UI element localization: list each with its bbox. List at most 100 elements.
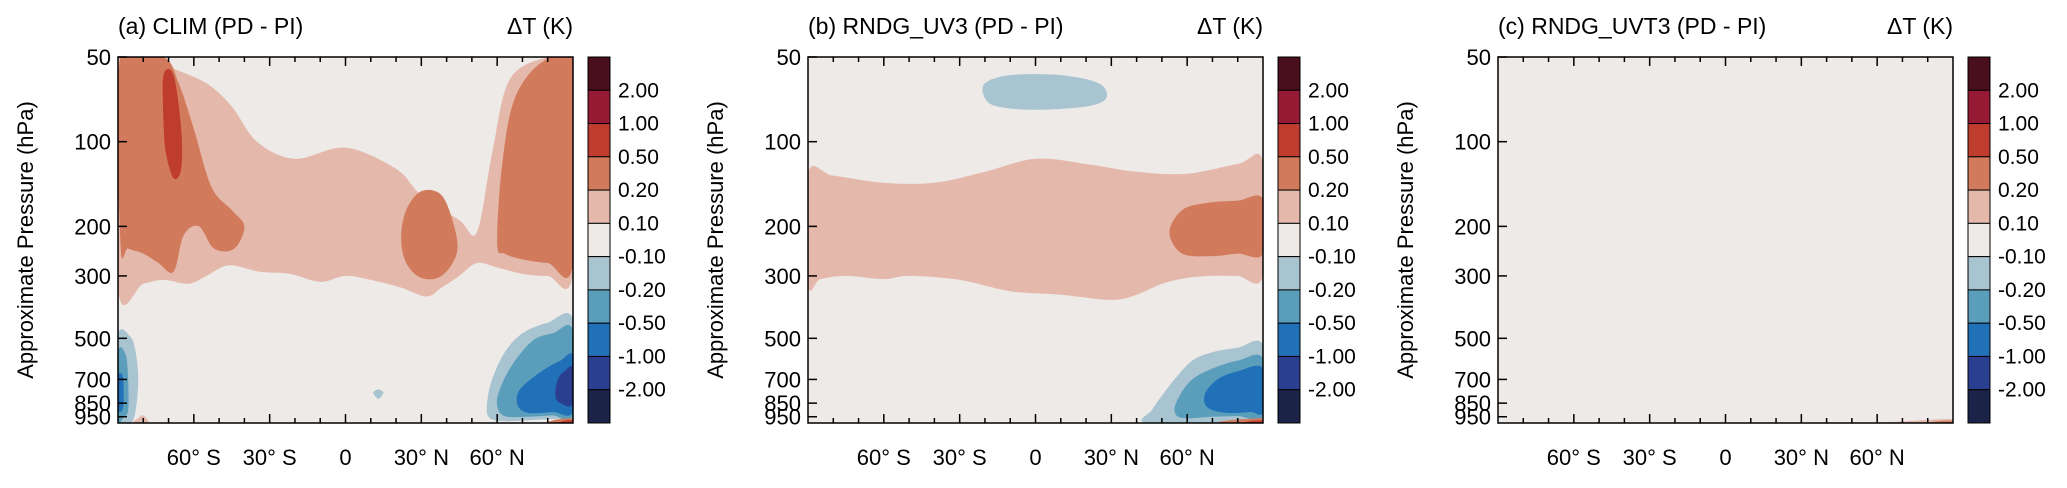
colorbar-swatch [1277, 222, 1301, 258]
y-tick-label: 700 [74, 367, 111, 392]
colorbar-swatch [587, 289, 611, 324]
contour-region [1204, 365, 1263, 415]
colorbar-swatch [587, 256, 611, 291]
colorbar-label: -0.10 [1998, 246, 2046, 269]
x-tick-label: 60° S [857, 445, 911, 470]
colorbar-label: 0.20 [618, 179, 659, 202]
colorbar-swatch [1277, 89, 1301, 125]
x-tick-label: 30° N [394, 445, 449, 470]
x-tick-label: 30° N [1774, 445, 1829, 470]
colorbar-label: 0.10 [618, 212, 659, 235]
colorbar-swatch [587, 189, 611, 224]
colorbar-label: 2.00 [1998, 79, 2039, 102]
colorbar-label: 2.00 [1308, 79, 1349, 102]
y-tick-label: 500 [764, 326, 801, 351]
colorbar-label: -0.50 [618, 312, 666, 335]
colorbar-label: -1.00 [618, 345, 666, 368]
x-tick-label: 0 [1029, 445, 1041, 470]
contour-region [982, 74, 1108, 110]
panel-c: 50 100 200 300 500 700 850 950 60° S 30° S 0 30° N 6… [1380, 0, 2067, 488]
y-tick-label: 850 [74, 391, 111, 416]
panel-b: 50 100 200 300 500 700 850 950 60° S 30° S 0 30° N 6… [690, 0, 1380, 488]
x-tick-label: 60° S [167, 445, 221, 470]
panel-units: ΔT (K) [1887, 13, 1953, 39]
y-axis-label: Approximate Pressure (hPa) [1393, 101, 1418, 379]
colorbar-label: -2.00 [1998, 379, 2046, 402]
colorbar-swatch [1277, 322, 1301, 357]
colorbar-label: 0.10 [1998, 212, 2039, 235]
contour-region [132, 415, 149, 423]
colorbar-label: -0.20 [618, 279, 666, 302]
y-tick-label: 50 [777, 45, 801, 70]
colorbar-swatch [1967, 322, 1991, 357]
x-tick-label: 30° S [243, 445, 297, 470]
colorbar-label: 0.50 [618, 146, 659, 169]
colorbar-label: 0.50 [1998, 146, 2039, 169]
y-axis-label: Approximate Pressure (hPa) [13, 101, 38, 379]
panel-title: (c) RNDG_UVT3 (PD - PI) [1498, 13, 1766, 39]
colorbar-label: -0.20 [1308, 279, 1356, 302]
colorbar-swatch [1277, 56, 1301, 91]
x-tick-label: 30° N [1084, 445, 1139, 470]
colorbar-label: 0.20 [1998, 179, 2039, 202]
y-tick-label: 200 [1454, 214, 1491, 239]
x-tick-label: 30° S [933, 445, 987, 470]
x-tick-label: 0 [1719, 445, 1731, 470]
contour-region [401, 189, 458, 280]
colorbar-swatch [1277, 156, 1301, 191]
colorbar-label: -0.50 [1998, 312, 2046, 335]
colorbar-swatch [1967, 355, 1991, 391]
x-tick-label: 30° S [1623, 445, 1677, 470]
colorbar-label: 2.00 [618, 79, 659, 102]
x-tick-label: 60° N [1160, 445, 1215, 470]
colorbar-swatch [1967, 89, 1991, 125]
colorbar-swatch [1967, 389, 1991, 424]
colorbar-swatch [1277, 189, 1301, 224]
contour-region [808, 153, 1263, 300]
y-tick-label: 700 [1454, 367, 1491, 392]
colorbar-swatch [587, 89, 611, 125]
panel-title: (b) RNDG_UV3 (PD - PI) [808, 13, 1064, 39]
colorbar-label: 0.10 [1308, 212, 1349, 235]
x-tick-label: 60° S [1547, 445, 1601, 470]
y-axis-label: Approximate Pressure (hPa) [703, 101, 728, 379]
contour-region [373, 389, 384, 399]
y-tick-label: 100 [74, 130, 111, 155]
colorbar-label: -2.00 [618, 379, 666, 402]
y-tick-label: 950 [1454, 405, 1491, 430]
contour-region [118, 372, 124, 413]
panel-units: ΔT (K) [507, 13, 573, 39]
colorbar-label: 1.00 [1998, 113, 2039, 136]
y-tick-label: 50 [1467, 45, 1491, 70]
contour-fills [808, 74, 1263, 423]
colorbar-swatch [1967, 222, 1991, 258]
colorbar-label: -0.10 [1308, 246, 1356, 269]
y-tick-label: 950 [74, 405, 111, 430]
colorbar-swatch [587, 389, 611, 424]
contour-region [555, 366, 573, 407]
colorbar-swatch [1277, 355, 1301, 391]
plot-background [1498, 57, 1953, 423]
colorbar-label: -1.00 [1308, 345, 1356, 368]
contour-region [1169, 195, 1263, 258]
colorbar-swatch [587, 56, 611, 91]
colorbar-swatch [1277, 123, 1301, 158]
y-tick-label: 100 [764, 130, 801, 155]
colorbar-swatch [587, 355, 611, 391]
y-tick-label: 300 [1454, 264, 1491, 289]
colorbar-swatch [1967, 56, 1991, 91]
colorbar-label: -1.00 [1998, 345, 2046, 368]
colorbar-swatch [1967, 156, 1991, 191]
contour-fills [118, 57, 573, 423]
colorbar-swatch [1277, 289, 1301, 324]
x-tick-label: 60° N [470, 445, 525, 470]
y-tick-label: 100 [1454, 130, 1491, 155]
colorbar-swatch [1277, 389, 1301, 424]
panel-title: (a) CLIM (PD - PI) [118, 13, 303, 39]
colorbar-swatch [1967, 256, 1991, 291]
colorbar-label: 0.50 [1308, 146, 1349, 169]
colorbar-label: 0.20 [1308, 179, 1349, 202]
colorbar-swatch [587, 156, 611, 191]
